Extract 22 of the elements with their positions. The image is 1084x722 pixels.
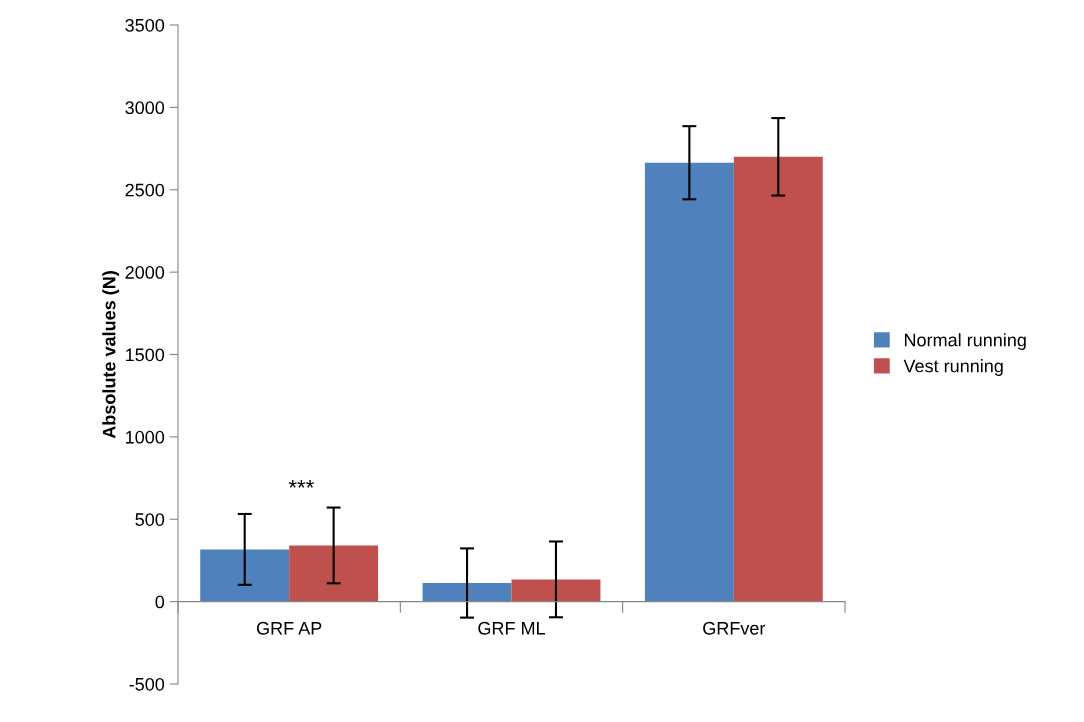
x-tick-label: GRFver [703,621,766,635]
bar [511,579,601,602]
y-axis-title: Absolute values (N) [102,271,120,439]
y-tick-label: 0 [155,595,165,609]
y-tick-label: 2000 [125,266,165,279]
x-tick-label: GRF ML [478,621,546,635]
y-tick-label: 2500 [125,183,165,197]
bar [422,583,512,602]
y-tick-label: 1500 [126,348,165,362]
y-tick-label: 1000 [126,430,165,444]
x-tick-label: GRF AP [256,621,322,635]
bar [200,549,290,602]
y-tick-label: -500 [129,677,165,691]
legend-label: Normal running [904,333,1026,350]
y-tick-label: 3000 [125,101,165,115]
bar [289,545,379,602]
bar [733,156,823,602]
annotation: *** [288,480,315,488]
bar [644,162,734,602]
y-tick-label: 3500 [125,18,165,32]
legend-label: Vest running [903,359,1003,376]
y-tick-label: 500 [135,513,165,526]
